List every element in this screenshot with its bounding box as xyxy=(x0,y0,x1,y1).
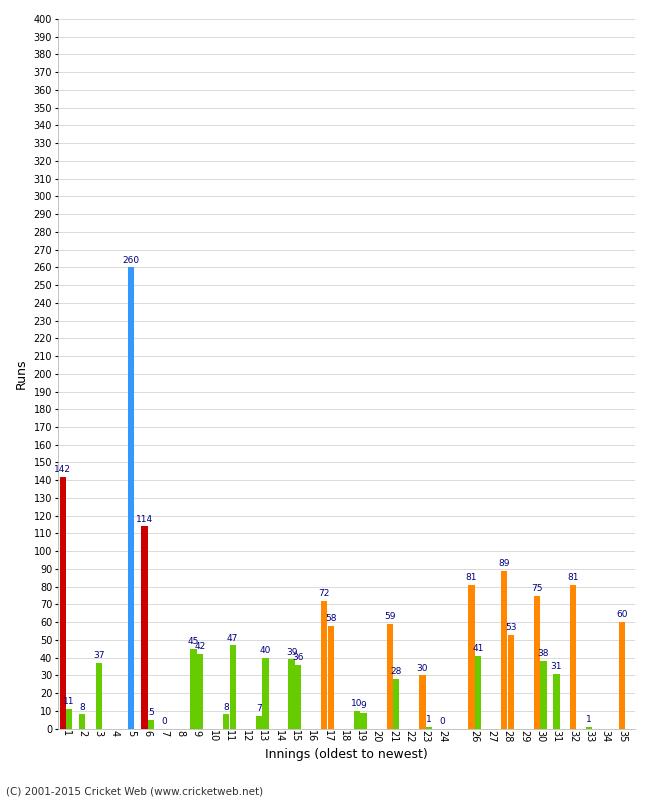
Text: 114: 114 xyxy=(136,514,153,524)
Text: 11: 11 xyxy=(64,698,75,706)
Text: 60: 60 xyxy=(616,610,628,619)
Text: 0: 0 xyxy=(161,717,167,726)
Text: 81: 81 xyxy=(567,574,578,582)
Bar xyxy=(619,622,625,729)
Text: 75: 75 xyxy=(531,584,543,593)
Text: 36: 36 xyxy=(292,653,304,662)
Text: 41: 41 xyxy=(473,644,484,653)
Bar xyxy=(223,714,229,729)
Bar xyxy=(586,726,592,729)
Bar xyxy=(148,720,154,729)
X-axis label: Innings (oldest to newest): Innings (oldest to newest) xyxy=(265,748,428,761)
Text: 40: 40 xyxy=(260,646,271,655)
Bar xyxy=(540,661,547,729)
Bar xyxy=(419,675,426,729)
Text: 5: 5 xyxy=(148,708,154,717)
Text: 59: 59 xyxy=(384,612,395,622)
Bar xyxy=(66,709,72,729)
Bar xyxy=(570,585,576,729)
Bar xyxy=(255,716,262,729)
Text: 8: 8 xyxy=(79,702,85,712)
Text: (C) 2001-2015 Cricket Web (www.cricketweb.net): (C) 2001-2015 Cricket Web (www.cricketwe… xyxy=(6,786,264,796)
Bar xyxy=(295,665,301,729)
Text: 28: 28 xyxy=(391,667,402,676)
Text: 38: 38 xyxy=(538,650,549,658)
Bar xyxy=(128,267,135,729)
Text: 58: 58 xyxy=(325,614,337,623)
Bar xyxy=(96,663,102,729)
Text: 1: 1 xyxy=(586,715,592,724)
Text: 39: 39 xyxy=(286,648,297,657)
Bar xyxy=(229,645,236,729)
Bar xyxy=(197,654,203,729)
Text: 31: 31 xyxy=(551,662,562,671)
Bar xyxy=(469,585,474,729)
Bar xyxy=(321,601,328,729)
Text: 81: 81 xyxy=(465,574,477,582)
Text: 42: 42 xyxy=(194,642,205,651)
Y-axis label: Runs: Runs xyxy=(15,358,28,389)
Text: 47: 47 xyxy=(227,634,239,642)
Text: 89: 89 xyxy=(499,559,510,568)
Bar xyxy=(289,659,294,729)
Bar xyxy=(475,656,481,729)
Text: 45: 45 xyxy=(188,637,199,646)
Text: 72: 72 xyxy=(318,589,330,598)
Bar xyxy=(553,674,560,729)
Text: 9: 9 xyxy=(361,701,367,710)
Bar xyxy=(534,595,540,729)
Text: 1: 1 xyxy=(426,715,432,724)
Bar xyxy=(508,634,514,729)
Text: 260: 260 xyxy=(123,256,140,265)
Bar xyxy=(141,526,148,729)
Text: 10: 10 xyxy=(351,699,363,708)
Text: 53: 53 xyxy=(505,623,517,632)
Text: 142: 142 xyxy=(54,465,71,474)
Bar xyxy=(393,679,399,729)
Bar xyxy=(354,711,360,729)
Bar xyxy=(328,626,334,729)
Bar xyxy=(60,477,66,729)
Bar xyxy=(263,658,268,729)
Bar xyxy=(387,624,393,729)
Text: 37: 37 xyxy=(93,651,105,660)
Text: 0: 0 xyxy=(439,717,445,726)
Text: 8: 8 xyxy=(224,702,229,712)
Text: 30: 30 xyxy=(417,664,428,673)
Text: 7: 7 xyxy=(256,705,262,714)
Bar xyxy=(361,713,367,729)
Bar xyxy=(426,726,432,729)
Bar xyxy=(79,714,85,729)
Bar xyxy=(501,570,507,729)
Bar xyxy=(190,649,196,729)
